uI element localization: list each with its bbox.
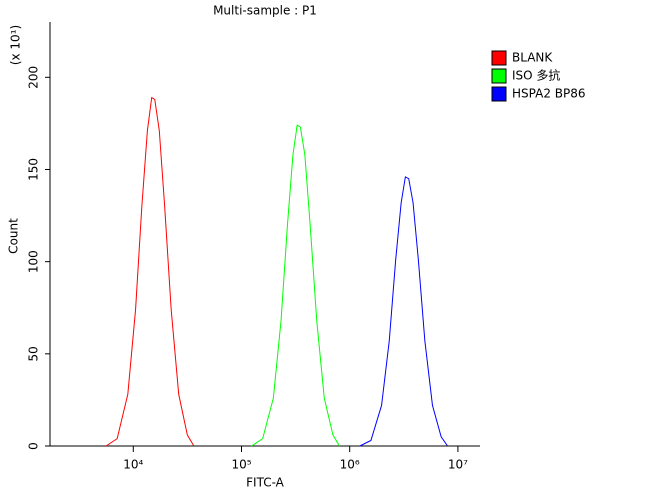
legend-label: ISO 多抗 (512, 68, 560, 83)
legend-label: HSPA2 BP86 (512, 87, 586, 101)
y-tick-label: 50 (27, 346, 41, 361)
histogram-line (359, 176, 449, 447)
histogram-line (105, 96, 195, 447)
x-tick-label: 10⁶ (340, 458, 360, 472)
y-tick-label: 200 (27, 66, 41, 89)
x-tick-label: 10⁵ (231, 458, 251, 472)
y-tick-label: 0 (27, 442, 41, 450)
y-tick-label: 150 (27, 158, 41, 181)
histogram-line (251, 124, 340, 447)
legend-swatch (491, 50, 507, 66)
x-tick-label: 10⁷ (448, 458, 468, 472)
x-axis-label: FITC-A (246, 476, 285, 490)
y-axis-label: Count (7, 218, 21, 254)
x-tick-label: 10⁴ (123, 458, 143, 472)
y-multiplier: (x 10¹) (9, 25, 23, 65)
legend-label: BLANK (512, 51, 553, 65)
legend-swatch (491, 68, 507, 84)
chart-title: Multi-sample : P1 (213, 4, 317, 18)
y-tick-label: 100 (27, 250, 41, 273)
legend-swatch (491, 86, 507, 102)
